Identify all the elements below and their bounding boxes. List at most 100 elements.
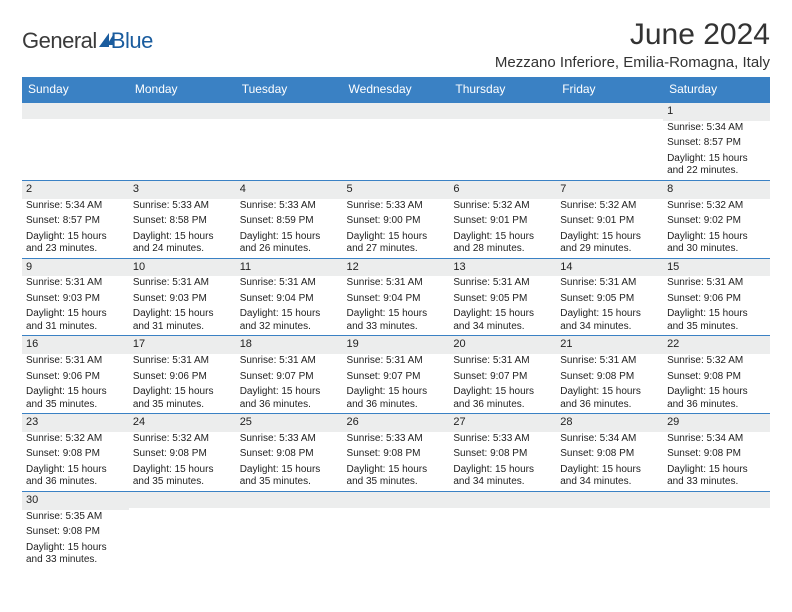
calendar-row: 9Sunrise: 5:31 AMSunset: 9:03 PMDaylight… bbox=[22, 258, 770, 336]
calendar-cell: 13Sunrise: 5:31 AMSunset: 9:05 PMDayligh… bbox=[449, 258, 556, 336]
calendar-cell: 1Sunrise: 5:34 AMSunset: 8:57 PMDaylight… bbox=[663, 103, 770, 181]
calendar-cell: 22Sunrise: 5:32 AMSunset: 9:08 PMDayligh… bbox=[663, 336, 770, 414]
day-number: 21 bbox=[556, 336, 663, 354]
daylight-text: Daylight: 15 hours and 34 minutes. bbox=[556, 463, 663, 491]
weekday-header-row: Sunday Monday Tuesday Wednesday Thursday… bbox=[22, 77, 770, 103]
calendar-cell: 21Sunrise: 5:31 AMSunset: 9:08 PMDayligh… bbox=[556, 336, 663, 414]
calendar-cell: 2Sunrise: 5:34 AMSunset: 8:57 PMDaylight… bbox=[22, 180, 129, 258]
day-number: 10 bbox=[129, 259, 236, 277]
sunrise-text: Sunrise: 5:33 AM bbox=[343, 432, 450, 448]
calendar-cell bbox=[236, 103, 343, 181]
calendar-cell: 25Sunrise: 5:33 AMSunset: 9:08 PMDayligh… bbox=[236, 414, 343, 492]
daylight-text: Daylight: 15 hours and 33 minutes. bbox=[22, 541, 129, 569]
daylight-text: Daylight: 15 hours and 31 minutes. bbox=[129, 307, 236, 335]
day-number bbox=[343, 492, 450, 508]
calendar-cell: 10Sunrise: 5:31 AMSunset: 9:03 PMDayligh… bbox=[129, 258, 236, 336]
daylight-text: Daylight: 15 hours and 29 minutes. bbox=[556, 230, 663, 258]
daylight-text: Daylight: 15 hours and 28 minutes. bbox=[449, 230, 556, 258]
day-number: 11 bbox=[236, 259, 343, 277]
daylight-text: Daylight: 15 hours and 34 minutes. bbox=[449, 463, 556, 491]
sunrise-text: Sunrise: 5:34 AM bbox=[556, 432, 663, 448]
sunrise-text: Sunrise: 5:31 AM bbox=[663, 276, 770, 292]
sunrise-text: Sunrise: 5:31 AM bbox=[22, 354, 129, 370]
sunset-text: Sunset: 9:04 PM bbox=[343, 292, 450, 308]
sunrise-text: Sunrise: 5:33 AM bbox=[129, 199, 236, 215]
day-number bbox=[236, 103, 343, 119]
location-text: Mezzano Inferiore, Emilia-Romagna, Italy bbox=[495, 54, 770, 71]
sunrise-text: Sunrise: 5:31 AM bbox=[343, 354, 450, 370]
day-number bbox=[449, 103, 556, 119]
calendar-row: 23Sunrise: 5:32 AMSunset: 9:08 PMDayligh… bbox=[22, 414, 770, 492]
day-number: 8 bbox=[663, 181, 770, 199]
daylight-text: Daylight: 15 hours and 35 minutes. bbox=[663, 307, 770, 335]
calendar-cell: 19Sunrise: 5:31 AMSunset: 9:07 PMDayligh… bbox=[343, 336, 450, 414]
sunset-text: Sunset: 9:06 PM bbox=[22, 370, 129, 386]
calendar-cell: 11Sunrise: 5:31 AMSunset: 9:04 PMDayligh… bbox=[236, 258, 343, 336]
sunset-text: Sunset: 9:08 PM bbox=[343, 447, 450, 463]
day-number bbox=[129, 103, 236, 119]
day-number: 29 bbox=[663, 414, 770, 432]
sunset-text: Sunset: 8:58 PM bbox=[129, 214, 236, 230]
day-number: 23 bbox=[22, 414, 129, 432]
weekday-header: Monday bbox=[129, 77, 236, 103]
day-number: 13 bbox=[449, 259, 556, 277]
day-number bbox=[22, 103, 129, 119]
calendar-cell: 23Sunrise: 5:32 AMSunset: 9:08 PMDayligh… bbox=[22, 414, 129, 492]
calendar-row: 16Sunrise: 5:31 AMSunset: 9:06 PMDayligh… bbox=[22, 336, 770, 414]
daylight-text: Daylight: 15 hours and 26 minutes. bbox=[236, 230, 343, 258]
calendar-cell: 9Sunrise: 5:31 AMSunset: 9:03 PMDaylight… bbox=[22, 258, 129, 336]
sunrise-text: Sunrise: 5:34 AM bbox=[663, 121, 770, 137]
sunset-text: Sunset: 9:07 PM bbox=[236, 370, 343, 386]
sunrise-text: Sunrise: 5:31 AM bbox=[22, 276, 129, 292]
sunrise-text: Sunrise: 5:31 AM bbox=[449, 276, 556, 292]
calendar-cell bbox=[343, 103, 450, 181]
calendar-cell: 17Sunrise: 5:31 AMSunset: 9:06 PMDayligh… bbox=[129, 336, 236, 414]
sunrise-text: Sunrise: 5:33 AM bbox=[343, 199, 450, 215]
day-number: 17 bbox=[129, 336, 236, 354]
day-number: 14 bbox=[556, 259, 663, 277]
daylight-text: Daylight: 15 hours and 36 minutes. bbox=[449, 385, 556, 413]
calendar-cell bbox=[343, 491, 450, 568]
title-block: June 2024 Mezzano Inferiore, Emilia-Roma… bbox=[495, 18, 770, 71]
sunset-text: Sunset: 9:04 PM bbox=[236, 292, 343, 308]
calendar-cell: 20Sunrise: 5:31 AMSunset: 9:07 PMDayligh… bbox=[449, 336, 556, 414]
calendar-cell: 5Sunrise: 5:33 AMSunset: 9:00 PMDaylight… bbox=[343, 180, 450, 258]
sunset-text: Sunset: 8:57 PM bbox=[22, 214, 129, 230]
sunset-text: Sunset: 8:57 PM bbox=[663, 136, 770, 152]
day-number bbox=[556, 492, 663, 508]
sunrise-text: Sunrise: 5:32 AM bbox=[22, 432, 129, 448]
day-number: 5 bbox=[343, 181, 450, 199]
daylight-text: Daylight: 15 hours and 35 minutes. bbox=[129, 463, 236, 491]
calendar-cell: 26Sunrise: 5:33 AMSunset: 9:08 PMDayligh… bbox=[343, 414, 450, 492]
weekday-header: Tuesday bbox=[236, 77, 343, 103]
sunrise-text: Sunrise: 5:33 AM bbox=[236, 199, 343, 215]
day-number bbox=[449, 492, 556, 508]
day-number: 28 bbox=[556, 414, 663, 432]
daylight-text: Daylight: 15 hours and 32 minutes. bbox=[236, 307, 343, 335]
day-number: 9 bbox=[22, 259, 129, 277]
calendar-cell bbox=[449, 103, 556, 181]
sunrise-text: Sunrise: 5:32 AM bbox=[663, 354, 770, 370]
sunset-text: Sunset: 9:00 PM bbox=[343, 214, 450, 230]
daylight-text: Daylight: 15 hours and 27 minutes. bbox=[343, 230, 450, 258]
calendar-cell bbox=[129, 491, 236, 568]
day-number: 24 bbox=[129, 414, 236, 432]
day-number: 25 bbox=[236, 414, 343, 432]
sunrise-text: Sunrise: 5:31 AM bbox=[556, 276, 663, 292]
month-title: June 2024 bbox=[495, 18, 770, 52]
logo-text-blue: Blue bbox=[111, 28, 153, 54]
sunrise-text: Sunrise: 5:32 AM bbox=[556, 199, 663, 215]
calendar-cell: 30Sunrise: 5:35 AMSunset: 9:08 PMDayligh… bbox=[22, 491, 129, 568]
calendar-cell: 28Sunrise: 5:34 AMSunset: 9:08 PMDayligh… bbox=[556, 414, 663, 492]
day-number: 27 bbox=[449, 414, 556, 432]
day-number bbox=[343, 103, 450, 119]
day-number: 16 bbox=[22, 336, 129, 354]
day-number: 7 bbox=[556, 181, 663, 199]
calendar-row: 2Sunrise: 5:34 AMSunset: 8:57 PMDaylight… bbox=[22, 180, 770, 258]
daylight-text: Daylight: 15 hours and 30 minutes. bbox=[663, 230, 770, 258]
daylight-text: Daylight: 15 hours and 34 minutes. bbox=[449, 307, 556, 335]
daylight-text: Daylight: 15 hours and 35 minutes. bbox=[129, 385, 236, 413]
calendar-cell bbox=[236, 491, 343, 568]
calendar-cell bbox=[556, 491, 663, 568]
weekday-header: Friday bbox=[556, 77, 663, 103]
